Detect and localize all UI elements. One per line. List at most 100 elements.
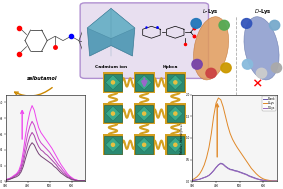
- Blank: [231, 169, 234, 171]
- L-Lys: [273, 180, 277, 182]
- L-Lys: [224, 115, 227, 117]
- Polygon shape: [137, 75, 152, 90]
- Bar: [104, 136, 122, 154]
- Bar: [165, 103, 186, 124]
- Blank: [261, 179, 265, 181]
- Circle shape: [269, 20, 280, 30]
- Blank: [200, 177, 203, 180]
- L-Lys: [264, 179, 267, 181]
- Blank: [207, 174, 211, 177]
- L-Lys: [219, 99, 222, 101]
- D-Lys: [228, 169, 232, 171]
- L-Lys: [205, 156, 208, 159]
- Blank: [203, 176, 206, 179]
- Bar: [102, 103, 123, 124]
- Circle shape: [256, 68, 267, 78]
- D-Lys: [252, 177, 256, 179]
- Blank: [205, 176, 208, 178]
- Bar: [165, 72, 186, 93]
- D-Lys: [273, 180, 277, 182]
- Bar: [166, 136, 184, 154]
- L-Lys: [221, 105, 225, 108]
- Bar: [134, 103, 155, 124]
- Blank: [259, 179, 263, 181]
- Bar: [104, 105, 122, 122]
- D-Lys: [233, 170, 237, 172]
- D-Lys: [235, 170, 239, 173]
- Bar: [134, 134, 155, 155]
- Text: salbutamol: salbutamol: [27, 76, 58, 81]
- Polygon shape: [168, 75, 183, 90]
- Bar: [134, 72, 155, 93]
- D-Lys: [214, 166, 218, 169]
- D-Lys: [193, 179, 196, 181]
- D-Lys: [219, 163, 222, 165]
- Bar: [135, 136, 153, 154]
- Blank: [210, 172, 213, 174]
- D-Lys: [210, 172, 213, 174]
- L-Lys: [257, 175, 260, 177]
- L-Lys: [276, 180, 279, 182]
- L-Lys: [266, 179, 270, 181]
- Ellipse shape: [194, 17, 229, 80]
- D-Lys: [276, 180, 279, 182]
- Line: D-Lys: D-Lys: [192, 164, 277, 181]
- D-Lys: [207, 174, 211, 177]
- D-Lys: [271, 180, 274, 182]
- D-Lys: [266, 180, 270, 182]
- L-Lys: [212, 115, 215, 117]
- Polygon shape: [87, 9, 135, 39]
- Blank: [257, 178, 260, 180]
- Circle shape: [271, 63, 282, 73]
- Blank: [264, 179, 267, 182]
- D-Lys: [191, 179, 194, 182]
- Circle shape: [192, 59, 202, 69]
- L-Lys: [196, 176, 199, 178]
- L-Lys: [261, 178, 265, 180]
- D-Lys: [212, 169, 215, 172]
- Circle shape: [219, 20, 229, 30]
- Blank: [191, 179, 194, 182]
- Circle shape: [112, 81, 115, 84]
- Blank: [245, 173, 248, 176]
- Blank: [271, 180, 274, 182]
- Blank: [269, 180, 272, 182]
- Polygon shape: [106, 75, 120, 90]
- D-Lys: [269, 180, 272, 182]
- Legend: Blank, L-Lys, D-Lys: Blank, L-Lys, D-Lys: [263, 96, 276, 111]
- L-Lys: [226, 125, 230, 127]
- L-Lys: [269, 179, 272, 182]
- Blank: [233, 169, 237, 172]
- L-Lys: [200, 169, 203, 171]
- Blank: [238, 171, 241, 173]
- Text: $\it{D}$-Lys: $\it{D}$-Lys: [254, 7, 271, 16]
- Circle shape: [112, 143, 115, 146]
- Polygon shape: [87, 9, 135, 56]
- L-Lys: [245, 160, 248, 163]
- Circle shape: [242, 59, 253, 69]
- D-Lys: [217, 164, 220, 166]
- L-Lys: [233, 143, 237, 145]
- Blank: [243, 173, 246, 175]
- L-Lys: [203, 164, 206, 166]
- Circle shape: [174, 143, 177, 146]
- L-Lys: [240, 153, 244, 156]
- D-Lys: [259, 179, 263, 181]
- L-Lys: [238, 150, 241, 152]
- D-Lys: [198, 178, 201, 180]
- D-Lys: [224, 166, 227, 168]
- Blank: [198, 178, 201, 180]
- Blank: [212, 169, 215, 172]
- L-Lys: [271, 180, 274, 182]
- Polygon shape: [106, 106, 120, 121]
- Bar: [104, 74, 122, 91]
- Line: Blank: Blank: [192, 163, 277, 181]
- Circle shape: [174, 81, 177, 84]
- L-Lys: [210, 132, 213, 135]
- D-Lys: [205, 176, 208, 178]
- L-Lys: [252, 170, 256, 172]
- Circle shape: [143, 112, 146, 115]
- Circle shape: [174, 112, 177, 115]
- D-Lys: [264, 179, 267, 182]
- L-Lys: [228, 132, 232, 135]
